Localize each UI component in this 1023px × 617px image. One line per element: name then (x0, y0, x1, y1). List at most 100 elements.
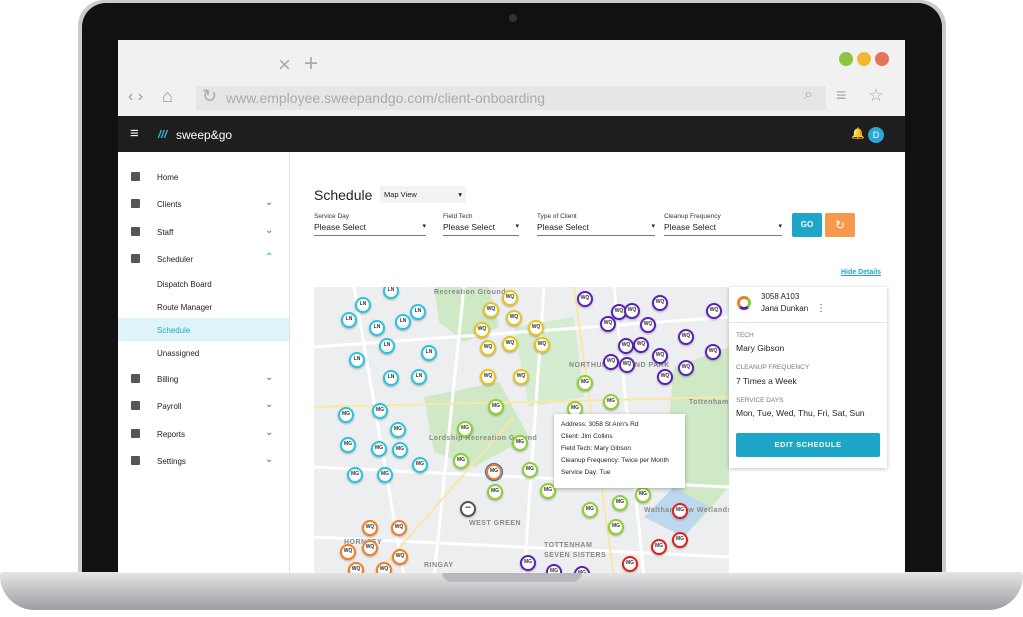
map-marker[interactable]: MG (457, 421, 473, 437)
map-marker[interactable]: LN (369, 320, 385, 336)
address-bar[interactable] (196, 86, 826, 110)
map-marker[interactable]: WQ (678, 360, 694, 376)
map-marker[interactable]: WQ (391, 520, 407, 536)
window-dot[interactable] (875, 52, 889, 66)
map-marker[interactable]: WQ (600, 316, 616, 332)
map-marker[interactable]: WQ (392, 549, 408, 565)
map-marker[interactable]: WQ (678, 329, 694, 345)
map-marker[interactable]: MG (390, 422, 406, 438)
map-marker[interactable]: MG (603, 394, 619, 410)
menu-icon[interactable]: ≡ (836, 85, 847, 105)
map-marker[interactable]: WQ (480, 340, 496, 356)
map-marker[interactable]: WQ (480, 369, 496, 385)
map-marker[interactable]: MG (540, 483, 556, 499)
sidebar-item[interactable]: Payroll (157, 402, 182, 411)
map-marker[interactable]: WQ (474, 322, 490, 338)
map-marker[interactable]: ••• (460, 501, 476, 517)
map-marker[interactable]: WQ (502, 336, 518, 352)
map-marker[interactable]: LN (395, 314, 411, 330)
sidebar-item[interactable]: Settings (157, 457, 186, 466)
filter-select[interactable]: Please Select ▾ (443, 222, 519, 236)
map-marker[interactable]: WQ (577, 291, 593, 307)
reload[interactable]: ↻ (202, 86, 218, 106)
window-dot[interactable] (857, 52, 871, 66)
new-tab[interactable]: + (304, 50, 319, 77)
map-marker[interactable]: WQ (619, 357, 635, 373)
map-marker[interactable]: WQ (362, 520, 378, 536)
filter-select[interactable]: Please Select ▾ (664, 222, 782, 236)
map-marker[interactable]: MG (635, 487, 651, 503)
map-marker[interactable]: MG (412, 457, 428, 473)
map-marker[interactable]: LN (349, 352, 365, 368)
map-marker[interactable]: WQ (652, 295, 668, 311)
map-marker[interactable]: WQ (640, 317, 656, 333)
sidebar-item[interactable]: Home (157, 173, 179, 182)
map-marker[interactable]: WQ (657, 369, 673, 385)
sidebar-item[interactable]: Dispatch Board (157, 280, 212, 289)
map-marker[interactable]: LN (383, 370, 399, 386)
sidebar-item[interactable]: Clients (157, 200, 182, 209)
map-marker[interactable]: MG (522, 462, 538, 478)
map-marker[interactable]: MG (372, 403, 388, 419)
map-marker[interactable]: WQ (706, 303, 722, 319)
map-marker[interactable]: WQ (483, 302, 499, 318)
sidebar-item[interactable]: Scheduler (157, 255, 194, 264)
hamburger[interactable]: ≡ (130, 125, 139, 142)
hide-details[interactable]: Hide Details (841, 269, 882, 276)
map-marker[interactable]: LN (341, 312, 357, 328)
map-marker[interactable]: MG (577, 375, 593, 391)
map-marker[interactable]: MG (574, 566, 590, 573)
map-marker[interactable]: WQ (376, 562, 392, 573)
map-marker[interactable]: MG (392, 442, 408, 458)
map-marker[interactable]: MG (672, 532, 688, 548)
map-marker[interactable]: WQ (348, 562, 364, 573)
map-marker[interactable]: MG (340, 437, 356, 453)
sidebar-item[interactable]: Unassigned (157, 349, 200, 358)
map-marker[interactable]: WQ (624, 303, 640, 319)
map-marker[interactable]: MG (520, 555, 536, 571)
nav-arrows[interactable]: ‹ › (128, 88, 144, 105)
sidebar-item[interactable]: Route Manager (157, 303, 213, 312)
map-marker[interactable]: WQ (618, 338, 634, 354)
map-marker[interactable]: MG (485, 463, 503, 481)
bell[interactable]: 🔔 (851, 128, 865, 140)
map-marker[interactable]: MG (487, 484, 503, 500)
map-marker[interactable]: WQ (603, 354, 619, 370)
logo[interactable]: sweep&go (176, 128, 233, 142)
view-select[interactable]: Map View ▾ (380, 186, 466, 203)
map-marker[interactable]: LN (421, 345, 437, 361)
map-marker[interactable]: WQ (362, 540, 378, 556)
map-marker[interactable]: MG (347, 467, 363, 483)
sidebar-item[interactable]: Reports (157, 430, 186, 439)
sidebar-item[interactable]: Billing (157, 375, 179, 384)
map-marker[interactable]: MG (612, 495, 628, 511)
map-marker[interactable]: WQ (506, 310, 522, 326)
map-marker[interactable]: WQ (340, 544, 356, 560)
map-marker[interactable]: MG (582, 502, 598, 518)
window-dot[interactable] (839, 52, 853, 66)
map-marker[interactable]: WQ (705, 344, 721, 360)
map-marker[interactable]: LN (410, 304, 426, 320)
map-marker[interactable]: MG (651, 539, 667, 555)
sidebar-item[interactable]: Staff (157, 228, 174, 237)
map-marker[interactable]: MG (546, 564, 562, 573)
map-marker[interactable]: MG (672, 503, 688, 519)
map-marker[interactable]: WQ (633, 337, 649, 353)
filter-select[interactable]: Please Select ▾ (314, 222, 426, 236)
map-marker[interactable]: MG (512, 435, 528, 451)
filter-select[interactable]: Please Select ▾ (537, 222, 655, 236)
map-marker[interactable]: LN (379, 338, 395, 354)
sidebar-item[interactable]: Schedule (157, 326, 191, 335)
more-menu[interactable]: ⋮ (816, 303, 826, 314)
map-marker[interactable]: MG (338, 407, 354, 423)
map-marker[interactable]: MG (488, 399, 504, 415)
map-marker[interactable]: WQ (534, 337, 550, 353)
reset-button[interactable]: ↻ (825, 213, 855, 237)
map-marker[interactable]: MG (622, 556, 638, 572)
map-marker[interactable]: MG (453, 453, 469, 469)
map-marker[interactable]: LN (355, 297, 371, 313)
home-button[interactable]: ⌂ (162, 86, 173, 106)
avatar[interactable]: D (868, 127, 884, 143)
map-marker[interactable]: MG (608, 519, 624, 535)
edit-schedule-button[interactable]: EDIT SCHEDULE (736, 433, 880, 457)
